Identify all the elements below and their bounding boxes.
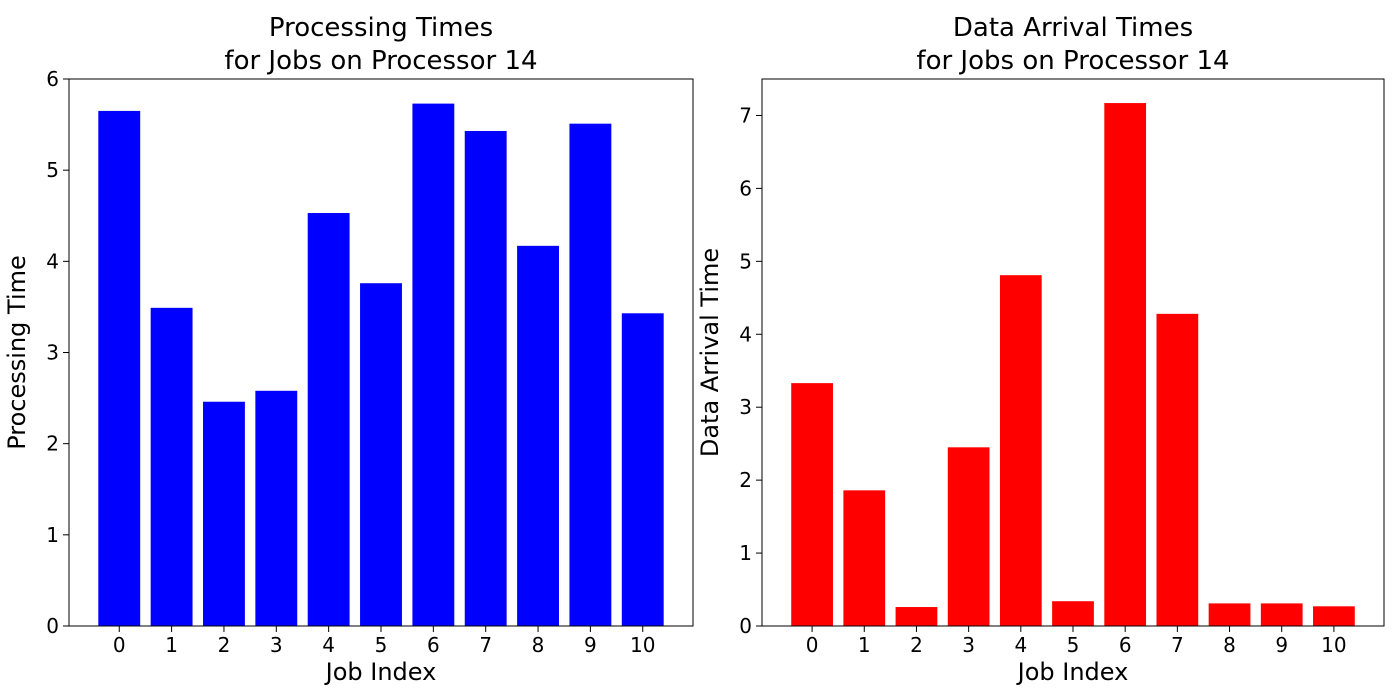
y-tick-label: 5 <box>46 158 59 182</box>
bar-8 <box>517 245 559 626</box>
x-tick-label: 2 <box>910 633 923 657</box>
bar-6 <box>412 103 455 627</box>
x-tick-label: 1 <box>165 633 178 657</box>
bar-0 <box>98 110 141 627</box>
y-tick-label: 1 <box>46 523 59 547</box>
x-tick-label: 8 <box>1223 633 1236 657</box>
x-axis-label: Job Index <box>1016 658 1129 686</box>
bar-5 <box>360 283 402 626</box>
bar-10 <box>1313 606 1355 626</box>
chart-title-line: for Jobs on Processor 14 <box>224 46 537 76</box>
bar-7 <box>464 130 507 626</box>
y-tick-label: 0 <box>46 614 59 638</box>
chart-title-line: for Jobs on Processor 14 <box>916 46 1229 76</box>
y-axis-label: Data Arrival Time <box>696 248 724 457</box>
x-tick-label: 4 <box>322 633 335 657</box>
y-tick-label: 7 <box>739 103 752 127</box>
y-tick-label: 3 <box>739 395 752 419</box>
x-tick-label: 4 <box>1014 633 1027 657</box>
bar-7 <box>1156 313 1199 626</box>
x-tick-label: 6 <box>427 633 440 657</box>
x-tick-label: 7 <box>479 633 492 657</box>
y-tick-label: 2 <box>46 432 59 456</box>
x-tick-label: 9 <box>1275 633 1288 657</box>
bar-4 <box>999 275 1042 626</box>
x-tick-label: 5 <box>1067 633 1080 657</box>
bar-2 <box>895 607 938 626</box>
y-axis-label: Processing Time <box>3 255 31 450</box>
y-tick-label: 4 <box>46 249 59 273</box>
x-tick-label: 0 <box>806 633 819 657</box>
x-tick-label: 10 <box>1321 633 1346 657</box>
y-tick-label: 6 <box>739 176 752 200</box>
x-tick-label: 6 <box>1119 633 1132 657</box>
x-tick-label: 5 <box>375 633 388 657</box>
x-tick-label: 10 <box>630 633 655 657</box>
x-tick-label: 9 <box>584 633 597 657</box>
y-tick-label: 6 <box>46 67 59 91</box>
x-tick-label: 8 <box>532 633 545 657</box>
y-tick-label: 0 <box>739 614 752 638</box>
x-axis-label: Job Index <box>324 658 437 686</box>
x-tick-label: 3 <box>962 633 975 657</box>
bar-4 <box>307 213 350 626</box>
bar-3 <box>255 390 298 626</box>
chart-title-line: Processing Times <box>269 13 493 43</box>
bar-3 <box>947 447 990 626</box>
y-tick-label: 5 <box>739 249 752 273</box>
bar-2 <box>203 401 245 626</box>
bar-1 <box>843 490 886 626</box>
bar-6 <box>1104 103 1147 627</box>
x-tick-label: 1 <box>858 633 871 657</box>
y-tick-label: 1 <box>739 541 752 565</box>
bar-0 <box>791 383 833 626</box>
bar-8 <box>1208 603 1251 626</box>
x-tick-label: 3 <box>270 633 283 657</box>
x-tick-label: 7 <box>1171 633 1184 657</box>
y-tick-label: 4 <box>739 322 752 346</box>
bar-9 <box>569 123 612 627</box>
x-tick-label: 0 <box>113 633 126 657</box>
bar-5 <box>1052 601 1094 626</box>
x-tick-label: 2 <box>218 633 231 657</box>
y-tick-label: 3 <box>46 341 59 365</box>
bar-10 <box>621 313 664 626</box>
y-tick-label: 2 <box>739 468 752 492</box>
bar-9 <box>1260 603 1303 626</box>
bar-1 <box>150 307 193 626</box>
chart-title-line: Data Arrival Times <box>953 13 1193 43</box>
